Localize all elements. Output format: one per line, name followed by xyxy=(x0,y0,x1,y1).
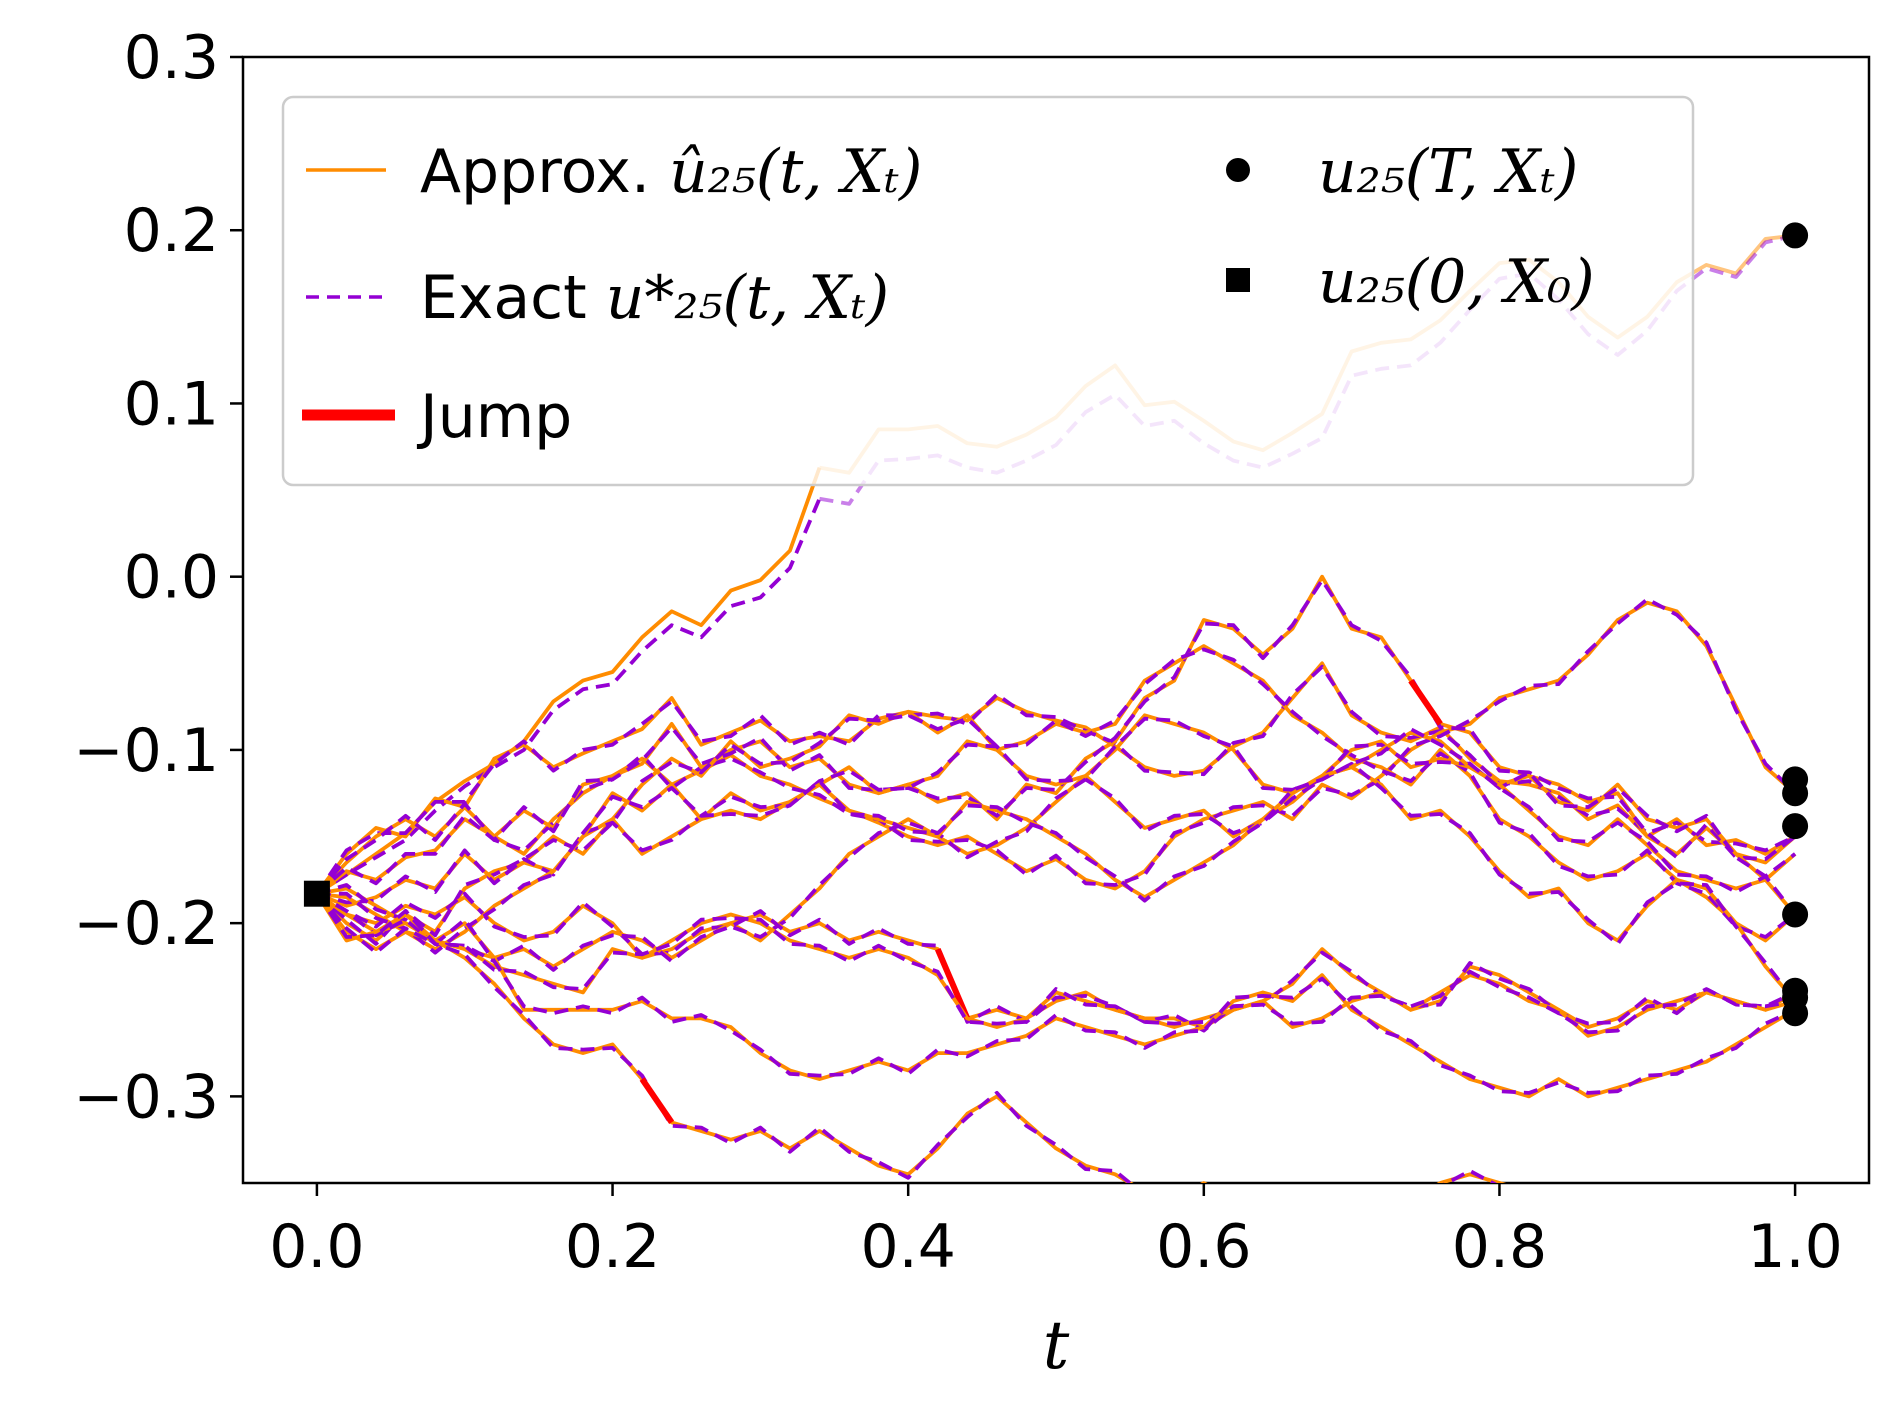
y-ticks: −0.3 −0.2 −0.1 0.0 0.1 0.2 0.3 xyxy=(73,23,243,1132)
exact-line xyxy=(315,578,1797,896)
x-tick-label: 0.6 xyxy=(1156,1212,1251,1282)
approx-line xyxy=(315,574,1797,896)
x-tick-label: 0.2 xyxy=(565,1212,660,1282)
exact-line xyxy=(315,892,1796,1095)
legend-terminal-marker xyxy=(1226,158,1250,182)
jump-segment xyxy=(639,1077,675,1125)
exact-line xyxy=(315,497,822,896)
exact-line xyxy=(315,892,1497,1183)
x-axis-label: t xyxy=(1043,1307,1070,1384)
jump-segment xyxy=(934,947,971,1020)
terminal-value-marker xyxy=(1782,901,1809,928)
legend-terminal-label: u₂₅(T, Xₜ) xyxy=(1318,137,1578,207)
exact-line xyxy=(315,647,1797,946)
legend: Approx. û₂₅(t, Xₜ) Exact u*₂₅(t, Xₜ) Jum… xyxy=(281,95,1695,487)
jump-segment xyxy=(1408,678,1443,726)
legend-jump-label: Jump xyxy=(416,382,572,452)
legend-approx-math: û₂₅(t, Xₜ) xyxy=(669,137,922,207)
approx-line xyxy=(315,892,1796,1038)
x-tick-label: 0.0 xyxy=(269,1212,364,1282)
terminal-value-marker xyxy=(1782,780,1809,807)
legend-initial-marker xyxy=(1226,268,1250,292)
legend-exact-math: u*₂₅(t, Xₜ) xyxy=(606,263,889,333)
legend-approx-label: Approx. û₂₅(t, Xₜ) xyxy=(420,137,922,207)
x-tick-label: 0.8 xyxy=(1452,1212,1547,1282)
y-tick-label: −0.1 xyxy=(73,716,219,786)
axes-frame xyxy=(241,55,1871,1185)
legend-exact-label: Exact u*₂₅(t, Xₜ) xyxy=(420,263,889,333)
approx-line xyxy=(315,892,1797,1099)
y-tick-label: 0.0 xyxy=(124,543,219,613)
terminal-value-marker xyxy=(1782,1000,1809,1027)
y-tick-label: 0.2 xyxy=(124,196,219,266)
x-tick-label: 1.0 xyxy=(1747,1212,1842,1282)
y-tick-label: 0.3 xyxy=(124,23,219,93)
initial-value-marker xyxy=(303,880,330,907)
terminal-value-marker xyxy=(1782,813,1809,840)
x-tick-label: 0.4 xyxy=(860,1212,955,1282)
y-tick-label: −0.2 xyxy=(73,889,219,959)
approx-line xyxy=(315,466,822,896)
legend-initial-label: u₂₅(0, X₀) xyxy=(1318,247,1595,317)
exact-line xyxy=(316,727,1797,955)
terminal-value-marker xyxy=(1782,222,1809,249)
legend-box xyxy=(281,95,1695,487)
legend-exact-prefix: Exact xyxy=(420,263,606,333)
y-tick-label: −0.3 xyxy=(73,1062,219,1132)
y-tick-label: 0.1 xyxy=(124,369,219,439)
legend-approx-prefix: Approx. xyxy=(420,137,669,207)
exact-line xyxy=(315,716,1797,957)
markers-layer xyxy=(303,222,1809,1027)
x-ticks: 0.0 0.2 0.4 0.6 0.8 1.0 xyxy=(269,1183,1843,1282)
exact-line xyxy=(315,892,1796,1035)
